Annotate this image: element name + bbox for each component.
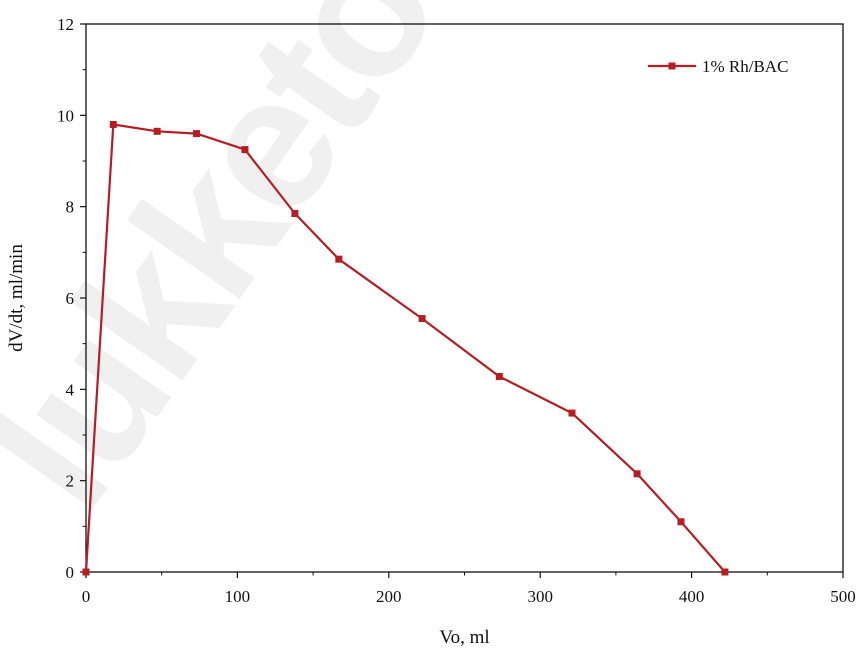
x-tick-label: 400 [679,587,705,606]
y-tick-label: 6 [66,289,75,308]
data-point [633,470,641,478]
data-point [568,409,576,417]
data-point [82,568,90,576]
x-tick-label: 500 [830,587,856,606]
x-tick-label: 100 [225,587,251,606]
data-point [153,127,161,135]
legend: 1% Rh/BAC [648,57,788,76]
watermark-text: lukketov [0,0,536,544]
legend-marker [668,62,676,70]
series-layer [82,120,729,576]
data-point [495,373,503,381]
y-tick-label: 2 [66,472,75,491]
x-tick-label: 200 [376,587,402,606]
y-tick-label: 10 [57,106,74,125]
data-point [109,120,117,128]
legend-label: 1% Rh/BAC [702,57,788,76]
data-point [418,315,426,323]
x-axis-title: Vo, ml [439,627,489,648]
data-point [335,255,343,263]
data-point [721,568,729,576]
data-point [193,130,201,138]
y-tick-label: 12 [57,15,74,34]
y-tick-label: 4 [66,380,75,399]
y-axis-title: dV/dt, ml/min [6,244,27,352]
y-tick-label: 0 [66,563,75,582]
data-point [677,518,685,526]
y-tick-label: 8 [66,198,75,217]
data-point [291,210,299,218]
ticks: 0 100 200 300 400 500 0 2 4 6 8 10 12 [57,15,856,606]
data-point [241,146,249,154]
x-tick-label: 300 [527,587,553,606]
x-tick-label: 0 [82,587,91,606]
